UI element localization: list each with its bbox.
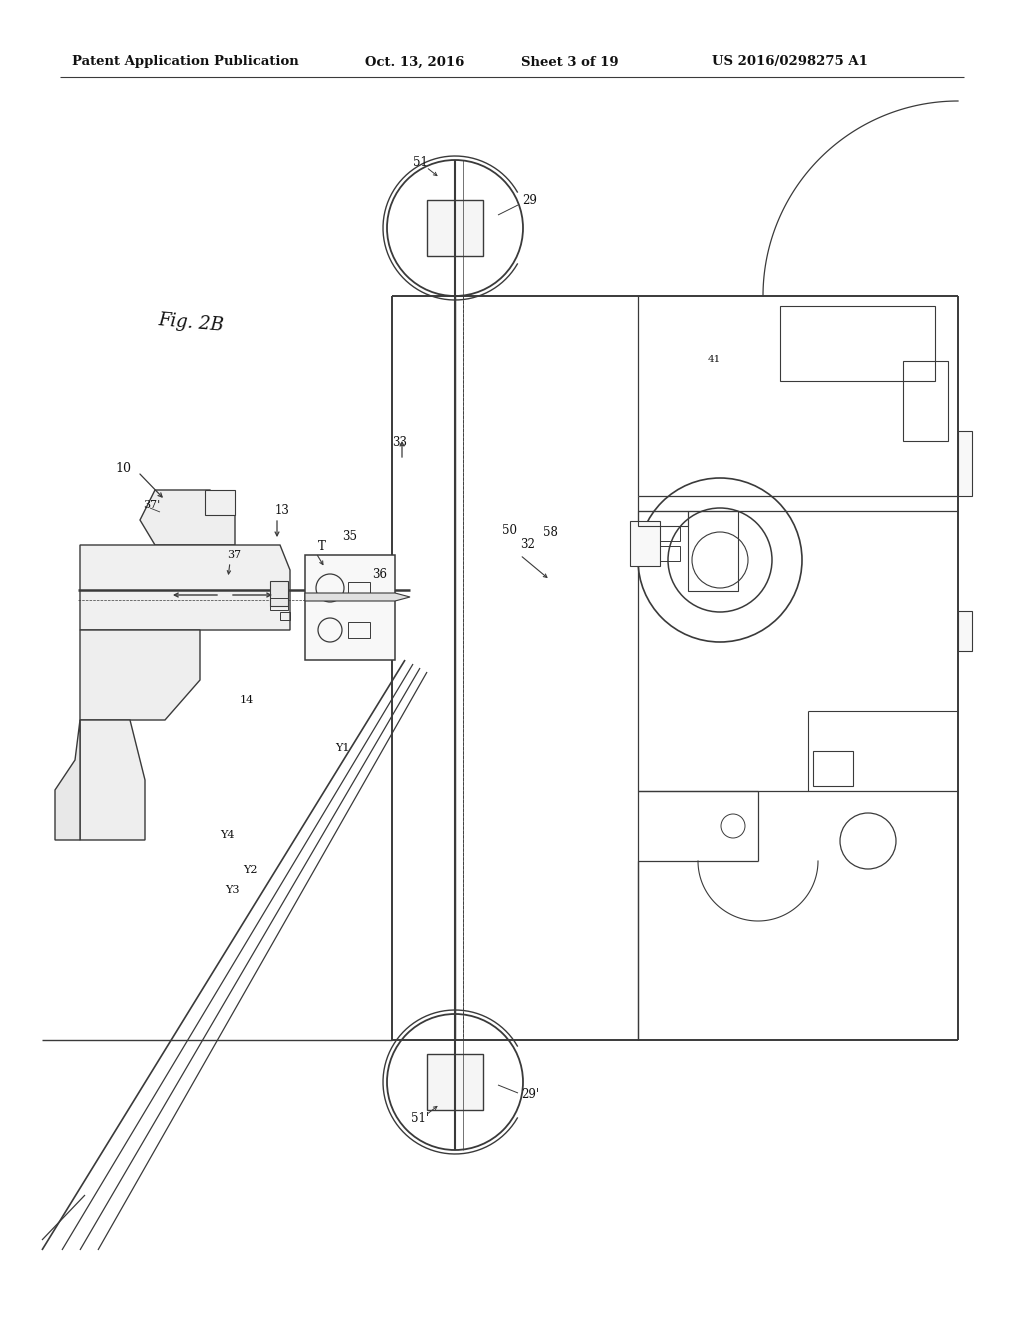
Text: Y1: Y1 [335,743,349,752]
Bar [427,201,483,256]
Text: Y4: Y4 [220,830,234,840]
Text: 51: 51 [413,157,427,169]
Text: 37: 37 [227,550,241,560]
Bar [270,598,288,610]
Polygon shape [305,593,410,601]
Text: 35: 35 [342,529,357,543]
Text: 29': 29' [521,1089,539,1101]
Polygon shape [55,719,80,840]
Text: Patent Application Publication: Patent Application Publication [72,55,298,69]
Text: Fig. 2B: Fig. 2B [158,312,224,335]
Bar [688,511,738,591]
Bar [205,490,234,515]
Bar [630,521,660,566]
Bar [958,611,972,651]
Bar [660,546,680,561]
Bar [958,432,972,496]
Bar [903,360,948,441]
Text: 33: 33 [392,436,408,449]
Polygon shape [140,490,234,545]
Bar [660,525,680,541]
Text: 50: 50 [502,524,517,536]
Text: 58: 58 [543,525,558,539]
Text: Oct. 13, 2016: Oct. 13, 2016 [366,55,465,69]
Bar [280,612,290,620]
Polygon shape [80,719,145,840]
Bar [270,581,288,606]
Text: 37': 37' [143,500,160,510]
Polygon shape [80,630,200,719]
Bar [813,751,853,785]
Text: Sheet 3 of 19: Sheet 3 of 19 [521,55,618,69]
Bar [780,306,935,381]
Text: 36: 36 [373,569,387,582]
Bar [348,622,370,638]
Text: Y3: Y3 [225,884,240,895]
Text: 29: 29 [522,194,538,206]
Text: 41: 41 [708,355,721,364]
Text: 51': 51' [411,1111,429,1125]
Text: T: T [318,540,326,553]
Bar [638,511,688,525]
Text: 10: 10 [115,462,131,474]
Bar [305,554,395,660]
Text: 32: 32 [520,539,535,552]
Polygon shape [80,545,290,630]
Bar [348,582,370,601]
Bar [427,1053,483,1110]
Text: Y2: Y2 [243,865,257,875]
Text: 14: 14 [240,696,254,705]
Text: 13: 13 [275,503,290,516]
Text: US 2016/0298275 A1: US 2016/0298275 A1 [712,55,868,69]
